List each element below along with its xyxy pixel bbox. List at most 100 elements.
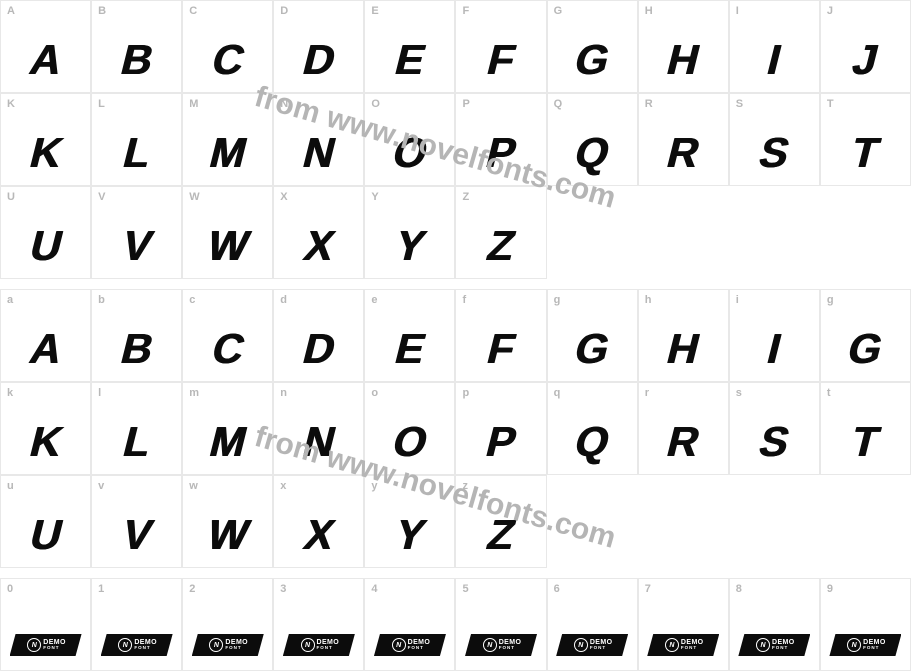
glyph-cell: AA xyxy=(0,0,91,93)
glyph-preview: S xyxy=(755,418,794,466)
demo-font-badge: NDEMOFONT xyxy=(10,634,82,656)
glyph-label: t xyxy=(827,387,831,399)
glyph-label: g xyxy=(554,294,561,306)
glyph-preview: O xyxy=(388,129,432,177)
glyph-label: J xyxy=(827,5,833,17)
glyph-label: 2 xyxy=(189,583,195,595)
glyph-cell: LL xyxy=(91,93,182,186)
glyph-label: r xyxy=(645,387,649,399)
glyph-label: 4 xyxy=(371,583,377,595)
glyph-preview: A xyxy=(25,36,66,84)
glyph-label: K xyxy=(7,98,15,110)
glyph-label: 5 xyxy=(462,583,468,595)
glyph-cell: iI xyxy=(729,289,820,382)
glyph-cell: GG xyxy=(547,0,638,93)
glyph-cell: gG xyxy=(820,289,911,382)
glyph-preview: G xyxy=(570,325,614,373)
glyph-label: v xyxy=(98,480,104,492)
glyph-preview: L xyxy=(118,129,155,177)
glyph-cell: lL xyxy=(91,382,182,475)
glyph-preview: W xyxy=(202,222,253,270)
glyph-cell: 7NDEMOFONT xyxy=(638,578,729,671)
glyph-preview: K xyxy=(25,129,66,177)
glyph-preview: R xyxy=(663,129,704,177)
glyph-label: G xyxy=(554,5,563,17)
glyph-label: 1 xyxy=(98,583,104,595)
glyph-cell xyxy=(729,475,820,568)
glyph-label: 0 xyxy=(7,583,13,595)
glyph-cell: MM xyxy=(182,93,273,186)
glyph-label: N xyxy=(280,98,288,110)
glyph-label: p xyxy=(462,387,469,399)
glyph-label: x xyxy=(280,480,286,492)
glyph-cell xyxy=(638,186,729,279)
glyph-preview: D xyxy=(298,36,339,84)
glyph-preview: L xyxy=(118,418,155,466)
glyph-label: T xyxy=(827,98,834,110)
glyph-label: b xyxy=(98,294,105,306)
glyph-cell: YY xyxy=(364,186,455,279)
glyph-cell: 5NDEMOFONT xyxy=(455,578,546,671)
glyph-cell xyxy=(729,186,820,279)
glyph-preview: N xyxy=(298,418,339,466)
glyph-preview: A xyxy=(25,325,66,373)
glyph-preview: H xyxy=(663,325,704,373)
glyph-cell: 4NDEMOFONT xyxy=(364,578,455,671)
glyph-preview: N xyxy=(298,129,339,177)
glyph-cell: ZZ xyxy=(455,186,546,279)
glyph-label: g xyxy=(827,294,834,306)
glyph-preview: T xyxy=(847,418,884,466)
glyph-cell: rR xyxy=(638,382,729,475)
glyph-label: 3 xyxy=(280,583,286,595)
glyph-cell: 8NDEMOFONT xyxy=(729,578,820,671)
glyph-label: R xyxy=(645,98,653,110)
demo-font-badge: NDEMOFONT xyxy=(101,634,173,656)
demo-font-badge: NDEMOFONT xyxy=(283,634,355,656)
demo-font-badge: NDEMOFONT xyxy=(647,634,719,656)
glyph-label: d xyxy=(280,294,287,306)
glyph-cell: sS xyxy=(729,382,820,475)
glyph-label: W xyxy=(189,191,199,203)
glyph-label: X xyxy=(280,191,287,203)
glyph-preview: I xyxy=(763,36,786,84)
glyph-preview: H xyxy=(663,36,704,84)
glyph-cell xyxy=(547,186,638,279)
glyph-preview: T xyxy=(847,129,884,177)
glyph-label: L xyxy=(98,98,105,110)
glyph-cell: UU xyxy=(0,186,91,279)
glyph-cell: fF xyxy=(455,289,546,382)
glyph-label: s xyxy=(736,387,742,399)
glyph-preview: J xyxy=(848,36,882,84)
glyph-cell: WW xyxy=(182,186,273,279)
glyph-label: l xyxy=(98,387,101,399)
glyph-cell: qQ xyxy=(547,382,638,475)
demo-font-badge: NDEMOFONT xyxy=(556,634,628,656)
glyph-cell: TT xyxy=(820,93,911,186)
glyph-cell: tT xyxy=(820,382,911,475)
glyph-cell: 0 NDEMOFONT xyxy=(0,578,91,671)
glyph-cell: PP xyxy=(455,93,546,186)
glyph-label: D xyxy=(280,5,288,17)
glyph-label: w xyxy=(189,480,198,492)
glyph-cell: aA xyxy=(0,289,91,382)
glyph-label: c xyxy=(189,294,195,306)
glyph-label: C xyxy=(189,5,197,17)
demo-font-badge: NDEMOFONT xyxy=(829,634,901,656)
glyph-cell: yY xyxy=(364,475,455,568)
glyph-cell: KK xyxy=(0,93,91,186)
glyph-cell xyxy=(547,475,638,568)
glyph-cell: OO xyxy=(364,93,455,186)
glyph-label: U xyxy=(7,191,15,203)
glyph-preview: U xyxy=(25,511,66,559)
glyph-cell: hH xyxy=(638,289,729,382)
glyph-cell: DD xyxy=(273,0,364,93)
glyph-preview: C xyxy=(207,36,248,84)
glyph-label: m xyxy=(189,387,199,399)
glyph-cell: pP xyxy=(455,382,546,475)
glyph-preview: Y xyxy=(390,511,429,559)
glyph-preview: W xyxy=(202,511,253,559)
glyph-preview: F xyxy=(483,36,520,84)
glyph-label: o xyxy=(371,387,378,399)
glyph-cell: gG xyxy=(547,289,638,382)
glyph-cell: NN xyxy=(273,93,364,186)
